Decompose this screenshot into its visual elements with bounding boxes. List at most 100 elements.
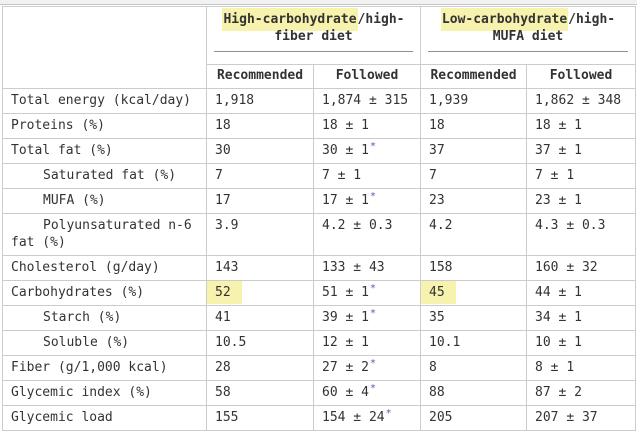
value-cell: 18 [420, 113, 528, 139]
row-label: Saturated fat (%) [2, 163, 207, 189]
value-text: 58 [215, 385, 231, 400]
group-underline: High-carbohydrate/high-fiber diet [214, 8, 414, 52]
value-cell: 8 ± 1 [526, 355, 637, 381]
row-label: Proteins (%) [2, 113, 207, 139]
col-header-followed-2: Followed [526, 64, 637, 89]
value-text: 133 ± 43 [322, 260, 385, 275]
group-header-row: High-carbohydrate/high-fiber diet Low-ca… [2, 6, 637, 89]
value-cell: 10 ± 1 [526, 330, 637, 356]
value-cell: 17 [206, 188, 314, 214]
value-cell: 41 [206, 305, 314, 331]
value-cell: 23 ± 1 [526, 188, 637, 214]
row-label: Glycemic load [2, 405, 207, 431]
corner-cell [2, 6, 207, 89]
highlighted-term: High-carbohydrate [222, 8, 358, 31]
value-text: 154 ± 24 [322, 410, 385, 425]
value-cell: 7 [420, 163, 528, 189]
row-label: Total energy (kcal/day) [2, 88, 207, 114]
value-cell: 143 [206, 255, 314, 281]
value-text: 41 [215, 310, 231, 325]
value-cell: 10.5 [206, 330, 314, 356]
value-cell: 37 [420, 138, 528, 164]
value-cell: 87 ± 2 [526, 380, 637, 406]
value-text: 60 ± 4 [322, 385, 369, 400]
value-cell: 52 [206, 280, 314, 306]
value-cell: 4.2 [420, 213, 528, 256]
value-cell: 1,874 ± 315 [312, 88, 422, 114]
value-cell: 205 [420, 405, 528, 431]
value-cell: 60 ± 4* [312, 380, 422, 406]
value-cell: 4.3 ± 0.3 [526, 213, 637, 256]
value-cell: 17 ± 1* [312, 188, 422, 214]
value-text: 35 [429, 310, 445, 325]
value-cell: 8 [420, 355, 528, 381]
value-cell: 7 ± 1 [312, 163, 422, 189]
value-cell: 18 ± 1 [526, 113, 637, 139]
table-row: Starch (%) 41 39 ± 1* 35 34 ± 1 [2, 305, 637, 331]
value-text: 7 [215, 168, 223, 183]
value-text: 37 [429, 143, 445, 158]
value-cell: 44 ± 1 [526, 280, 637, 306]
table-row: Glycemic index (%) 58 60 ± 4* 88 87 ± 2 [2, 380, 637, 406]
value-cell: 35 [420, 305, 528, 331]
value-cell: 39 ± 1* [312, 305, 422, 331]
value-text: 4.2 ± 0.3 [322, 218, 393, 233]
value-text: 51 ± 1 [322, 285, 369, 300]
footnote-marker-link[interactable]: * [369, 357, 376, 369]
value-cell: 7 [206, 163, 314, 189]
footnote-marker-link[interactable]: * [369, 307, 376, 319]
value-text: 30 [215, 143, 231, 158]
value-text: 23 [429, 193, 445, 208]
value-cell: 28 [206, 355, 314, 381]
value-cell: 154 ± 24* [312, 405, 422, 431]
value-text: 39 ± 1 [322, 310, 369, 325]
table-row: Carbohydrates (%) 52 51 ± 1* 45 44 ± 1 [2, 280, 637, 306]
value-text: 87 ± 2 [535, 385, 582, 400]
value-cell: 12 ± 1 [312, 330, 422, 356]
sub-header-row: Recommended Followed Recommended Followe… [3, 64, 637, 89]
table-row: Soluble (%) 10.5 12 ± 1 10.1 10 ± 1 [2, 330, 637, 356]
value-cell: 7 ± 1 [526, 163, 637, 189]
table-row: Cholesterol (g/day) 143 133 ± 43 158 160 ± 3… [2, 255, 637, 281]
value-cell: 10.1 [420, 330, 528, 356]
footnote-marker-link[interactable]: * [369, 382, 376, 394]
col-header-recommended-2: Recommended [420, 64, 528, 89]
column-group-high-carb: High-carbohydrate/high-fiber diet [205, 6, 422, 65]
value-cell: 34 ± 1 [526, 305, 637, 331]
value-cell: 30 [206, 138, 314, 164]
footnote-marker-link[interactable]: * [385, 407, 392, 419]
value-text: 1,918 [215, 93, 255, 108]
group-title-rest: /high-fiber diet [274, 12, 405, 44]
row-label: Glycemic index (%) [2, 380, 207, 406]
table-row: Fiber (g/1,000 kcal) 28 27 ± 2* 8 8 ± 1 [2, 355, 637, 381]
value-text: 34 ± 1 [535, 310, 582, 325]
value-text: 17 [215, 193, 231, 208]
value-cell: 158 [420, 255, 528, 281]
row-label: Carbohydrates (%) [2, 280, 207, 306]
value-text: 207 ± 37 [535, 410, 598, 425]
value-text: 7 [429, 168, 437, 183]
footnote-marker-link[interactable]: * [369, 190, 376, 202]
row-label: Polyunsaturated n-6 fat (%) [2, 213, 207, 256]
row-label: Fiber (g/1,000 kcal) [2, 355, 207, 381]
value-text: 10.1 [429, 335, 461, 350]
table-row: Glycemic load 155 154 ± 24* 205 207 ± 37 [2, 405, 637, 431]
value-cell: 58 [206, 380, 314, 406]
value-text: 18 [429, 118, 445, 133]
footnote-marker-link[interactable]: * [369, 282, 376, 294]
value-text: 28 [215, 360, 231, 375]
value-text: 1,939 [429, 93, 469, 108]
group-underline: Low-carbohydrate/high-MUFA diet [428, 8, 629, 52]
value-cell: 30 ± 1* [312, 138, 422, 164]
value-cell: 1,862 ± 348 [526, 88, 637, 114]
row-label: MUFA (%) [2, 188, 207, 214]
footnote-marker-link[interactable]: * [369, 140, 376, 152]
value-text: 23 ± 1 [535, 193, 582, 208]
row-label: Starch (%) [2, 305, 207, 331]
value-cell: 133 ± 43 [312, 255, 422, 281]
table-row: Polyunsaturated n-6 fat (%) 3.9 4.2 ± 0.3 4… [2, 213, 637, 256]
row-label: Soluble (%) [2, 330, 207, 356]
table-row: Saturated fat (%) 7 7 ± 1 7 7 ± 1 [2, 163, 637, 189]
table-row: Total energy (kcal/day) 1,918 1,874 ± 315 1… [2, 88, 637, 114]
